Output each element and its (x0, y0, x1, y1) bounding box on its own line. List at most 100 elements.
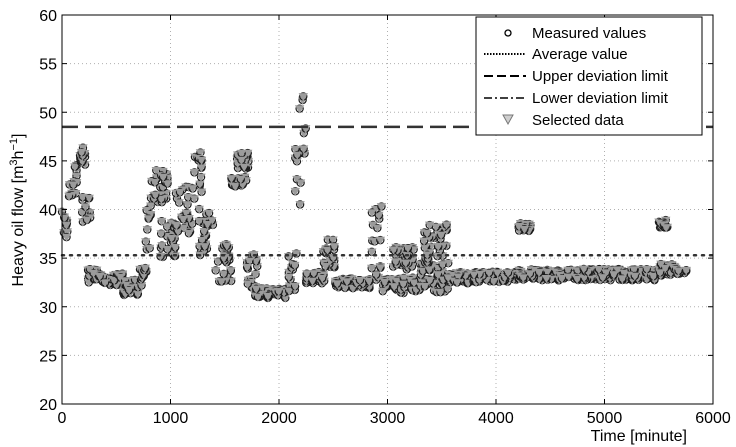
selected-point (409, 279, 419, 288)
legend-item-selected: Selected data (532, 112, 624, 129)
selected-point (317, 274, 327, 284)
selected-point (391, 277, 402, 286)
selected-point (541, 274, 552, 284)
legend: Measured values Average value Upper devi… (475, 16, 703, 136)
selected-point (435, 288, 446, 297)
selected-point (328, 236, 338, 245)
selected-point (298, 145, 309, 154)
y-axis-label-sup1: 3 (8, 159, 20, 165)
selected-point (187, 185, 198, 194)
y-tick-label: 25 (39, 348, 57, 365)
selected-point (302, 270, 312, 279)
legend-circle-marker (504, 29, 512, 37)
selected-point (661, 224, 671, 233)
selected-point (648, 272, 659, 282)
selected-point (534, 268, 544, 278)
selected-point (422, 229, 432, 239)
selected-point (146, 202, 156, 211)
selected-point (68, 181, 79, 190)
selected-point (196, 164, 207, 173)
selected-point (673, 267, 684, 276)
selected-point (320, 263, 331, 272)
selected-point (420, 282, 430, 292)
selected-point (250, 270, 261, 280)
x-tick-label: 3000 (370, 410, 406, 427)
selected-point (226, 267, 236, 276)
selected-point (251, 285, 261, 294)
selected-point (182, 201, 193, 210)
legend-item-measured: Measured values (532, 25, 646, 42)
selected-point (378, 287, 388, 296)
selected-point (557, 275, 567, 284)
selected-point (204, 209, 214, 218)
selected-point (579, 265, 589, 274)
selected-point (503, 269, 513, 278)
y-tick-label: 40 (39, 203, 57, 220)
selected-point (236, 175, 246, 185)
selected-point (563, 266, 573, 275)
x-tick-label: 4000 (478, 410, 514, 427)
selected-point (226, 175, 237, 184)
selected-point (181, 209, 192, 218)
selected-point (175, 188, 185, 197)
y-tick-label: 30 (39, 300, 57, 317)
selected-point (61, 233, 72, 242)
selected-point (166, 234, 177, 244)
selected-point (290, 261, 300, 271)
selected-point (211, 267, 221, 276)
selected-point (263, 292, 273, 301)
selected-point (222, 242, 232, 251)
selected-point (619, 269, 629, 278)
selected-point (194, 205, 204, 214)
selected-point (61, 221, 72, 230)
selected-point (419, 237, 429, 246)
tick-layer: 0 1000 2000 3000 4000 5000 6000 20 25 30 35 40 45 50 5… (39, 8, 731, 427)
selected-point (364, 277, 374, 287)
selected-point (171, 222, 182, 231)
selected-point (424, 266, 434, 275)
selected-point (572, 275, 582, 284)
selected-point (329, 243, 340, 252)
selected-point (403, 244, 413, 254)
selected-point (162, 245, 173, 255)
selected-point (197, 237, 207, 246)
y-axis-label-sup2: −1 (8, 138, 20, 151)
y-axis-label: Heavy oil flow [m3h−1] (8, 134, 27, 287)
selected-point (292, 151, 302, 160)
selected-point (195, 149, 206, 158)
y-axis-label-end: ] (10, 134, 27, 138)
selected-point (216, 278, 227, 287)
selected-point (342, 278, 352, 287)
legend-item-lower: Lower deviation limit (532, 90, 669, 107)
x-tick-label: 0 (58, 410, 67, 427)
y-tick-label: 45 (39, 154, 57, 171)
selected-point (519, 225, 530, 235)
selected-point (189, 169, 200, 178)
selected-point (70, 163, 80, 172)
selected-point (158, 173, 168, 182)
legend-item-average: Average value (532, 46, 628, 63)
selected-point (230, 183, 241, 192)
selected-point (433, 271, 443, 280)
selected-point (389, 283, 399, 292)
selected-point (76, 148, 87, 158)
selected-point (617, 275, 627, 284)
selected-point (124, 286, 134, 295)
selected-point (290, 187, 300, 197)
selected-point (71, 172, 82, 181)
selected-point (525, 270, 535, 279)
selected-point (436, 231, 446, 240)
selected-point (655, 269, 665, 278)
selected-point (441, 221, 452, 230)
selected-point (298, 93, 308, 102)
selected-point (398, 280, 408, 289)
selected-point (433, 242, 443, 252)
selected-point (598, 274, 608, 283)
selected-point (371, 271, 381, 280)
selected-point (322, 246, 333, 255)
selected-point (453, 273, 464, 282)
selected-point (196, 156, 207, 166)
selected-point (612, 266, 623, 275)
selected-point (294, 105, 305, 114)
